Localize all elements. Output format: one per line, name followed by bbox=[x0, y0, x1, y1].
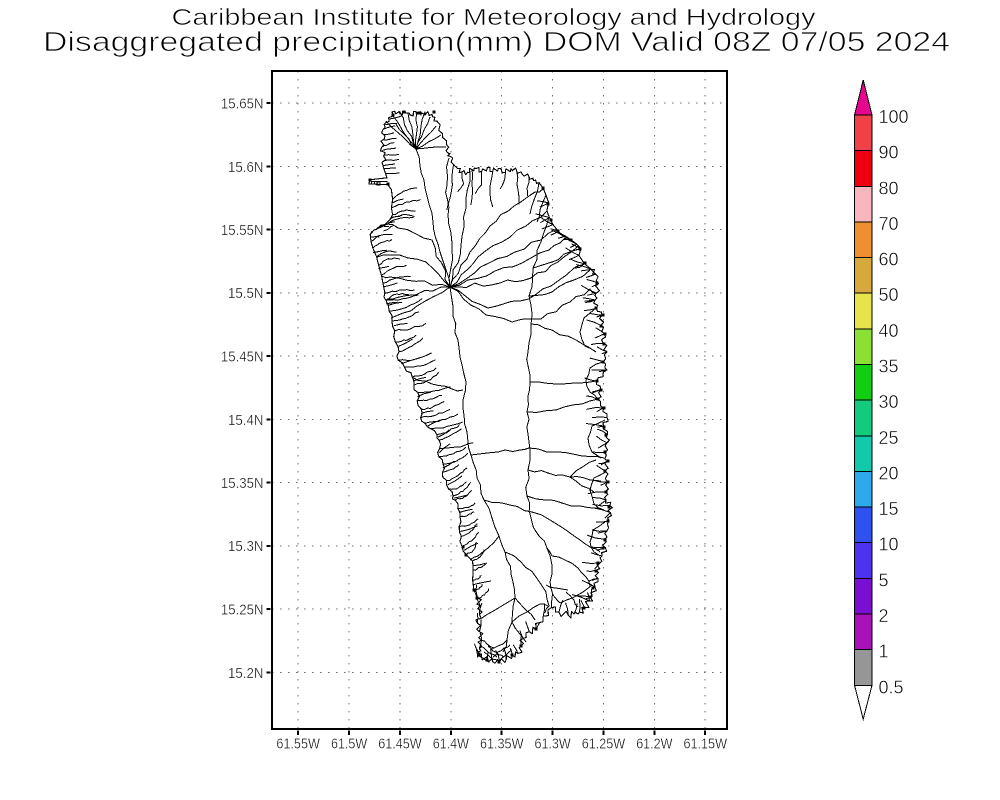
svg-text:30: 30 bbox=[879, 392, 899, 412]
svg-text:61.5W: 61.5W bbox=[331, 736, 368, 753]
svg-text:25: 25 bbox=[879, 428, 899, 448]
svg-text:70: 70 bbox=[879, 214, 899, 234]
svg-text:60: 60 bbox=[879, 250, 899, 270]
svg-text:15.55N: 15.55N bbox=[221, 222, 264, 239]
svg-text:61.45W: 61.45W bbox=[378, 736, 422, 753]
svg-text:61.4W: 61.4W bbox=[433, 736, 470, 753]
svg-text:15.35N: 15.35N bbox=[221, 475, 264, 492]
svg-text:40: 40 bbox=[879, 321, 899, 341]
svg-text:61.2W: 61.2W bbox=[636, 736, 673, 753]
svg-text:1: 1 bbox=[879, 642, 889, 662]
svg-text:15.65N: 15.65N bbox=[221, 96, 264, 113]
svg-text:80: 80 bbox=[879, 178, 899, 198]
svg-text:2: 2 bbox=[879, 606, 889, 626]
svg-text:15.3N: 15.3N bbox=[228, 538, 264, 555]
svg-text:61.25W: 61.25W bbox=[582, 736, 626, 753]
svg-text:15.45N: 15.45N bbox=[221, 349, 264, 366]
svg-text:15.4N: 15.4N bbox=[228, 412, 264, 429]
svg-text:90: 90 bbox=[879, 143, 899, 163]
svg-text:0.5: 0.5 bbox=[879, 677, 904, 697]
svg-text:15.6N: 15.6N bbox=[228, 159, 264, 176]
svg-text:35: 35 bbox=[879, 357, 899, 377]
svg-text:100: 100 bbox=[879, 107, 909, 127]
svg-text:61.15W: 61.15W bbox=[684, 736, 728, 753]
svg-text:15.25N: 15.25N bbox=[221, 602, 264, 619]
svg-text:5: 5 bbox=[879, 570, 889, 590]
svg-text:61.3W: 61.3W bbox=[535, 736, 572, 753]
svg-text:61.35W: 61.35W bbox=[480, 736, 524, 753]
svg-text:15: 15 bbox=[879, 499, 899, 519]
svg-text:15.2N: 15.2N bbox=[228, 665, 264, 682]
svg-text:Caribbean Institute for Meteor: Caribbean Institute for Meteorology and … bbox=[172, 4, 817, 30]
svg-text:61.55W: 61.55W bbox=[276, 736, 320, 753]
svg-text:10: 10 bbox=[879, 535, 899, 555]
svg-text:Disaggregated precipitation(mm: Disaggregated precipitation(mm) DOM Vali… bbox=[43, 26, 950, 57]
svg-text:15.5N: 15.5N bbox=[228, 285, 264, 302]
svg-text:20: 20 bbox=[879, 463, 899, 483]
svg-text:50: 50 bbox=[879, 285, 899, 305]
